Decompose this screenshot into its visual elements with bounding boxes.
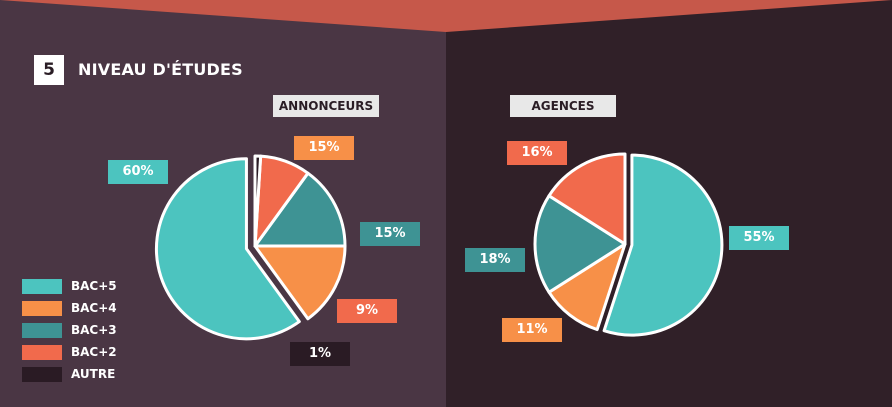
annonceurs-label-bac4: 15% xyxy=(294,136,354,160)
legend: BAC+5 BAC+4 BAC+3 BAC+2 AUTRE xyxy=(22,276,162,386)
legend-label: BAC+3 xyxy=(71,323,117,337)
chart-title-annonceurs: ANNONCEURS xyxy=(273,95,379,117)
agences-label-bac4: 11% xyxy=(502,318,562,342)
annonceurs-label-bac3: 15% xyxy=(360,222,420,246)
top-band-right xyxy=(446,0,892,32)
legend-swatch xyxy=(22,279,62,294)
agences-slice-bac2 xyxy=(547,152,627,246)
agences-slice-bac3 xyxy=(533,194,627,294)
legend-swatch xyxy=(22,323,62,338)
agences-label-bac3: 18% xyxy=(465,248,525,272)
legend-item-autre: AUTRE xyxy=(22,364,162,386)
legend-item-bac4: BAC+4 xyxy=(22,298,162,320)
agences-slice-bac5 xyxy=(602,153,724,337)
annonceurs-label-autre: 1% xyxy=(290,342,350,366)
annonceurs-slice-bac4 xyxy=(253,244,347,321)
chart-title-agences: AGENCES xyxy=(510,95,616,117)
agences-label-bac5: 55% xyxy=(729,226,789,250)
legend-label: AUTRE xyxy=(71,367,116,381)
legend-label: BAC+2 xyxy=(71,345,117,359)
annonceurs-slice-bac5 xyxy=(154,157,301,341)
legend-swatch xyxy=(22,301,62,316)
legend-swatch xyxy=(22,367,62,382)
annonceurs-label-bac2: 9% xyxy=(337,299,397,323)
legend-swatch xyxy=(22,345,62,360)
legend-item-bac2: BAC+2 xyxy=(22,342,162,364)
section-title: NIVEAU D'ÉTUDES xyxy=(78,60,243,79)
legend-label: BAC+5 xyxy=(71,279,117,293)
annonceurs-slice-autre xyxy=(253,154,263,248)
annonceurs-label-bac5: 60% xyxy=(108,160,168,184)
legend-label: BAC+4 xyxy=(71,301,117,315)
agences-label-bac2: 16% xyxy=(507,141,567,165)
legend-item-bac5: BAC+5 xyxy=(22,276,162,298)
section-number: 5 xyxy=(34,55,64,85)
legend-item-bac3: BAC+3 xyxy=(22,320,162,342)
top-band-left xyxy=(0,0,446,32)
top-accent-band xyxy=(0,0,892,32)
annonceurs-slice-bac3 xyxy=(253,171,347,248)
